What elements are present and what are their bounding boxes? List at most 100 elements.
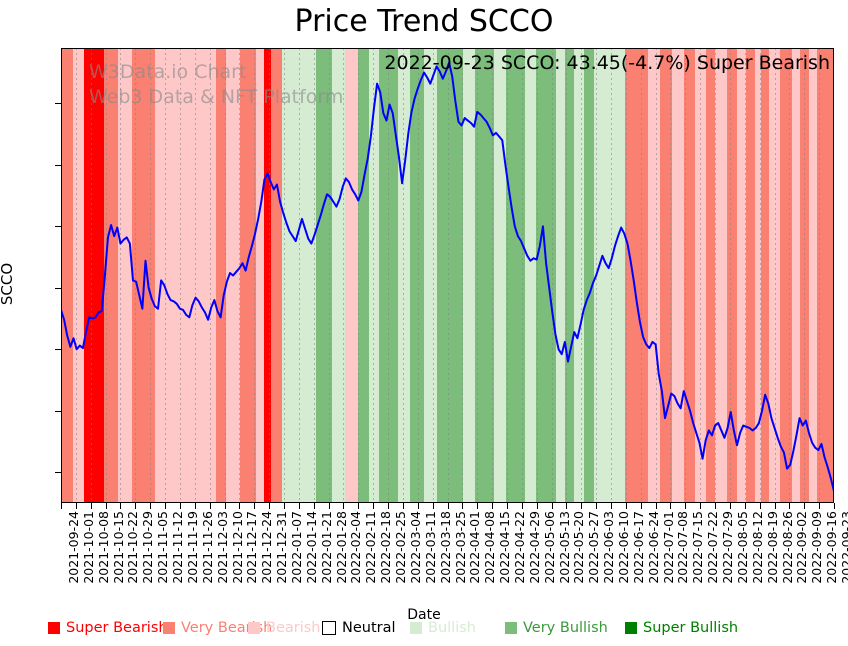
x-tick-mark xyxy=(388,503,390,509)
sentiment-band xyxy=(475,48,494,503)
x-tick-label: 2022-07-01 xyxy=(660,511,676,584)
sentiment-band xyxy=(240,48,256,503)
x-tick-label: 2022-01-28 xyxy=(333,511,349,584)
gridline xyxy=(462,48,464,503)
x-tick-mark xyxy=(447,503,449,509)
x-tick-mark xyxy=(269,503,271,509)
x-tick-label: 2022-01-21 xyxy=(318,511,334,584)
x-tick-label: 2022-09-16 xyxy=(824,511,840,584)
legend: Super Bearish Very Bearish Bearish Neutral B… xyxy=(0,620,848,644)
x-tick-mark xyxy=(298,503,300,509)
gridline xyxy=(224,48,226,503)
y-tick-mark xyxy=(55,226,61,228)
x-tick-label: 2022-04-22 xyxy=(511,511,527,584)
x-tick-label: 2022-08-19 xyxy=(764,511,780,584)
gridline xyxy=(432,48,434,503)
gridline xyxy=(402,48,404,503)
x-tick-label: 2022-01-14 xyxy=(303,511,319,584)
x-tick-label: 2022-04-01 xyxy=(467,511,483,584)
y-tick-mark xyxy=(55,410,61,412)
x-tick-label: 2022-05-06 xyxy=(541,511,557,584)
x-tick-label: 2022-06-17 xyxy=(630,511,646,584)
sentiment-band xyxy=(594,48,626,503)
legend-item-very-bullish[interactable]: Very Bullish xyxy=(505,620,608,636)
x-tick-mark xyxy=(328,503,330,509)
x-tick-mark xyxy=(596,503,598,509)
x-tick-mark xyxy=(75,503,77,509)
sentiment-band xyxy=(255,48,264,503)
gridline xyxy=(477,48,479,503)
sentiment-band xyxy=(625,48,649,503)
x-tick-mark xyxy=(462,503,464,509)
sentiment-band xyxy=(493,48,507,503)
legend-label: Super Bearish xyxy=(66,620,168,636)
x-tick-label: 2022-07-15 xyxy=(690,511,706,584)
sentiment-band xyxy=(745,48,756,503)
latest-value-annotation: 2022-09-23 SCCO: 43.45(-4.7%) Super Bear… xyxy=(384,52,830,74)
gridline xyxy=(135,48,137,503)
watermark: W3Data.io Chart Web3 Data & NFT Platform xyxy=(61,48,834,503)
gridline xyxy=(536,48,538,503)
x-tick-label: 2022-09-09 xyxy=(809,511,825,584)
gridline xyxy=(75,48,77,503)
gridline xyxy=(789,48,791,503)
gridline xyxy=(328,48,330,503)
legend-item-bearish[interactable]: Bearish xyxy=(248,620,321,636)
plot-area[interactable]: W3Data.io Chart Web3 Data & NFT Platform… xyxy=(61,48,834,503)
legend-swatch-icon xyxy=(505,622,517,634)
gridline xyxy=(120,48,122,503)
x-tick-label: 2022-04-15 xyxy=(497,511,513,584)
gridline xyxy=(373,48,375,503)
x-tick-label: 2021-11-12 xyxy=(170,511,186,584)
legend-item-super-bullish[interactable]: Super Bullish xyxy=(625,620,738,636)
sentiment-band xyxy=(345,48,358,503)
legend-item-neutral[interactable]: Neutral xyxy=(322,620,396,636)
legend-label: Very Bullish xyxy=(523,620,608,636)
x-tick-mark xyxy=(165,503,167,509)
x-tick-label: 2022-02-11 xyxy=(363,511,379,584)
gridline xyxy=(447,48,449,503)
sentiment-band xyxy=(671,48,685,503)
sentiment-band xyxy=(714,48,728,503)
price-line-svg xyxy=(61,61,834,493)
legend-item-bullish[interactable]: Bullish xyxy=(410,620,476,636)
sentiment-band xyxy=(398,48,411,503)
x-tick-mark xyxy=(670,503,672,509)
x-tick-label: 2022-08-05 xyxy=(734,511,750,584)
sentiment-band xyxy=(316,48,332,503)
y-tick-mark xyxy=(55,349,61,351)
legend-swatch-icon xyxy=(48,622,60,634)
x-tick-mark xyxy=(715,503,717,509)
sentiment-band xyxy=(263,48,272,503)
x-tick-mark xyxy=(402,503,404,509)
x-tick-mark xyxy=(536,503,538,509)
legend-item-super-bearish[interactable]: Super Bearish xyxy=(48,620,168,636)
gridline xyxy=(165,48,167,503)
sentiment-band xyxy=(792,48,800,503)
x-tick-label: 2021-11-05 xyxy=(155,511,171,584)
sentiment-band xyxy=(660,48,672,503)
x-tick-label: 2022-06-03 xyxy=(601,511,617,584)
gridline xyxy=(209,48,211,503)
x-tick-mark xyxy=(625,503,627,509)
sentiment-band xyxy=(684,48,695,503)
x-tick-mark xyxy=(313,503,315,509)
x-tick-label: 2021-11-26 xyxy=(199,511,215,584)
x-tick-label: 2022-09-02 xyxy=(794,511,810,584)
x-tick-mark xyxy=(611,503,613,509)
x-tick-mark xyxy=(61,503,62,509)
gridline xyxy=(819,48,821,503)
sentiment-band xyxy=(779,48,793,503)
gridline xyxy=(269,48,271,503)
sentiment-band xyxy=(583,48,595,503)
sentiment-band xyxy=(524,48,536,503)
x-tick-mark xyxy=(224,503,226,509)
x-tick-mark xyxy=(744,503,746,509)
x-tick-mark xyxy=(120,503,122,509)
sentiment-band xyxy=(736,48,746,503)
x-tick-label: 2021-12-03 xyxy=(214,511,230,584)
gridline xyxy=(417,48,419,503)
x-tick-label: 2022-09-23 xyxy=(839,511,848,584)
y-tick-mark xyxy=(55,287,61,289)
x-tick-mark xyxy=(521,503,523,509)
